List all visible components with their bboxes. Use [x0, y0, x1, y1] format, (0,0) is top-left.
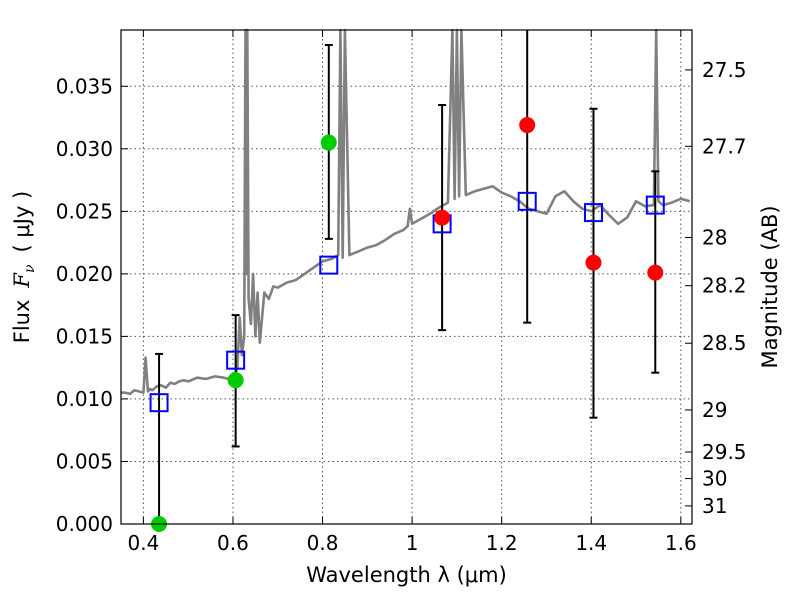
- model-photometry-square: [645, 195, 665, 215]
- y-axis-label-text: Flux: [10, 300, 34, 344]
- photometry-point: [519, 117, 536, 134]
- y-tick-label: 0.000: [56, 512, 113, 536]
- y-axis-label-unit: ( μJy ): [10, 191, 34, 253]
- right-tick-label: 30: [702, 467, 727, 491]
- photometry-point: [227, 372, 244, 389]
- y-axis-label-symbol: F: [10, 272, 34, 289]
- y-tick-label: 0.025: [56, 199, 113, 223]
- photometry-point: [647, 264, 664, 281]
- x-tick-label: 0.8: [307, 531, 339, 555]
- y-tick-label: 0.015: [56, 324, 113, 348]
- model-photometry-square: [583, 203, 603, 223]
- right-tick-label: 28: [702, 225, 727, 249]
- model-photometry-square: [226, 350, 246, 370]
- model-spectrum-line: [121, 28, 691, 396]
- right-tick-label: 31: [702, 494, 727, 518]
- x-tick-label: 1.2: [486, 531, 518, 555]
- photometry-point: [434, 209, 451, 226]
- right-tick-label: 28.5: [702, 331, 747, 355]
- axis-ticks: 0.4 0.6 0.8 1 1.2 1.4 1.6 0.000 0.005 0.010 0.015 0…: [56, 30, 747, 555]
- right-axis-label: Magnitude (AB): [758, 205, 782, 368]
- y-tick-label: 0.005: [56, 449, 113, 473]
- x-tick-label: 1: [406, 531, 419, 555]
- y-tick-label: 0.020: [56, 262, 113, 286]
- right-tick-label: 27.5: [702, 58, 747, 82]
- y-axis-label-subscript: ν: [22, 264, 38, 273]
- x-tick-label: 1.4: [575, 531, 607, 555]
- x-tick-label: 0.4: [127, 531, 159, 555]
- right-tick-label: 29.5: [702, 440, 747, 464]
- y-axis-label: Flux Fν ( μJy ): [10, 191, 38, 343]
- right-tick-label: 27.7: [702, 134, 747, 158]
- model-photometry-square: [149, 393, 169, 413]
- y-tick-label: 0.010: [56, 387, 113, 411]
- markers: [149, 117, 665, 532]
- y-tick-label: 0.030: [56, 137, 113, 161]
- right-tick-label: 28.2: [702, 274, 747, 298]
- plot-frame: [120, 29, 693, 525]
- right-tick-label: 29: [702, 398, 727, 422]
- y-tick-label: 0.035: [56, 74, 113, 98]
- photometry-point: [585, 254, 602, 271]
- x-tick-label: 0.6: [217, 531, 249, 555]
- x-axis-label: Wavelength λ (μm): [306, 563, 507, 587]
- photometry-point: [320, 134, 337, 151]
- x-tick-label: 1.6: [665, 531, 697, 555]
- model-photometry-square: [319, 255, 339, 275]
- model-photometry-square: [517, 191, 537, 211]
- model-spectrum: [121, 28, 691, 396]
